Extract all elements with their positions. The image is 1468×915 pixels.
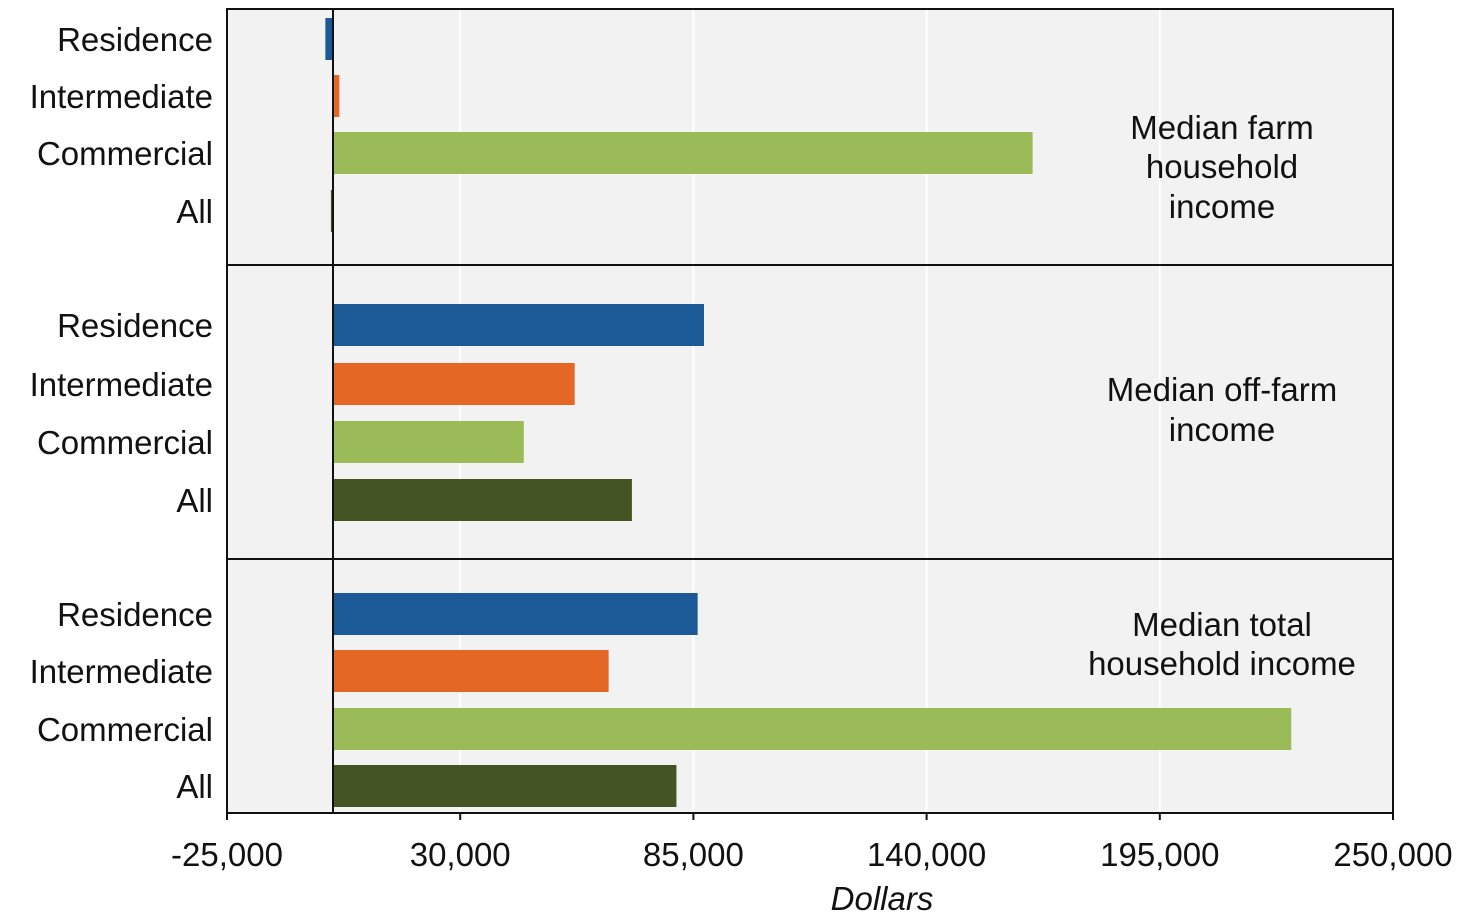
category-label-all: All xyxy=(176,193,213,230)
bar-residence-panel-1 xyxy=(325,18,333,60)
x-tick-label: 250,000 xyxy=(1333,836,1452,873)
panel-labels: Median farm household income Median off-far… xyxy=(1088,109,1356,682)
category-label-commercial: Commercial xyxy=(37,711,213,748)
category-label-intermediate: Intermediate xyxy=(30,366,213,403)
category-label-intermediate: Intermediate xyxy=(30,653,213,690)
bar-residence-panel-2 xyxy=(333,304,704,346)
category-label-commercial: Commercial xyxy=(37,424,213,461)
bar-intermediate-panel-1 xyxy=(333,75,340,117)
x-axis-ticks: -25,000 30,000 85,000 140,000 195,000 250,000 xyxy=(171,813,1453,873)
category-label-residence: Residence xyxy=(57,307,213,344)
bar-intermediate-panel-2 xyxy=(333,363,575,405)
category-label-residence: Residence xyxy=(57,596,213,633)
x-axis-title: Dollars xyxy=(831,880,934,915)
panel-label-1: Median farm household income xyxy=(1130,109,1313,225)
plot-border xyxy=(226,8,1394,814)
panel-label-2: Median off-farm income xyxy=(1107,371,1337,448)
x-tick-label: -25,000 xyxy=(171,836,283,873)
x-tick-label: 140,000 xyxy=(867,836,986,873)
category-label-all: All xyxy=(176,768,213,805)
bar-intermediate-panel-3 xyxy=(333,650,609,692)
x-tick-label: 195,000 xyxy=(1100,836,1219,873)
x-tick-label: 30,000 xyxy=(410,836,511,873)
bars xyxy=(325,18,1292,807)
category-label-residence: Residence xyxy=(57,21,213,58)
bar-all-panel-2 xyxy=(333,479,632,521)
plot-frame xyxy=(226,8,1394,814)
category-labels: Residence Intermediate Commercial All Reside… xyxy=(30,21,213,805)
category-label-commercial: Commercial xyxy=(37,135,213,172)
category-label-intermediate: Intermediate xyxy=(30,78,213,115)
bar-all-panel-1 xyxy=(330,190,333,232)
bar-commercial-panel-1 xyxy=(333,132,1033,174)
category-label-all: All xyxy=(176,482,213,519)
bar-commercial-panel-3 xyxy=(333,708,1292,750)
bar-residence-panel-3 xyxy=(333,593,698,635)
bar-all-panel-3 xyxy=(333,765,677,807)
bar-commercial-panel-2 xyxy=(333,421,524,463)
panel-label-3: Median total household income xyxy=(1088,606,1356,682)
x-tick-label: 85,000 xyxy=(643,836,744,873)
